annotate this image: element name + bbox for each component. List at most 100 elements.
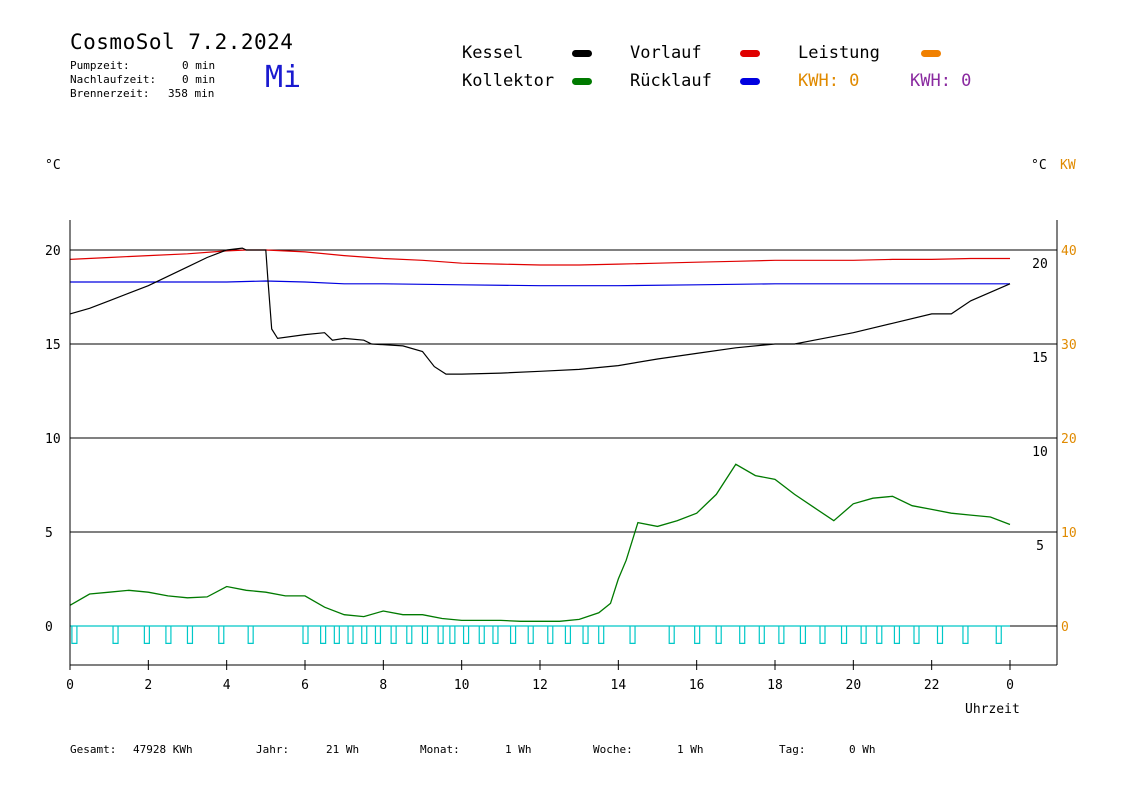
- brenner-pulse-12: [374, 626, 382, 644]
- total-tag-value: 0 Wh: [849, 743, 876, 756]
- total-gesamt-label: Gesamt:: [70, 743, 117, 756]
- brenner-pulse-16: [437, 626, 444, 644]
- brenner-pulse-27: [629, 626, 636, 644]
- legend-ruecklauf-label: Rücklauf: [630, 71, 712, 91]
- series-kessel: [69, 247, 1011, 375]
- right-inner-tick-label-15: 15: [1032, 351, 1048, 366]
- brenner-pulse-15: [421, 626, 429, 644]
- right-inner-tick-label-20: 20: [1032, 257, 1048, 272]
- brenner-pulse-31: [739, 626, 746, 644]
- x-tick-label-9: 18: [767, 678, 783, 693]
- brenner-pulse-28: [668, 626, 675, 644]
- brenner-pulse-6: [247, 626, 254, 644]
- stat-label-pumpzeit: Pumpzeit:: [70, 59, 130, 72]
- legend-leistung-label: Leistung: [798, 43, 880, 63]
- x-tick-label-0: 0: [66, 678, 74, 693]
- legend-kwh-orange: KWH: 0: [798, 71, 860, 91]
- brenner-pulse-26: [598, 626, 605, 644]
- brenner-pulse-7: [302, 626, 309, 644]
- legend-kessel-label: Kessel: [462, 43, 524, 63]
- brenner-pulse-0: [71, 626, 78, 644]
- x-tick-label-6: 12: [532, 678, 548, 693]
- stat-value-brennerzeit: 358 min: [168, 87, 215, 100]
- left-tick-label-20: 20: [45, 244, 61, 259]
- legend-ruecklauf-swatch: [740, 78, 760, 85]
- axis-layer: 0 2 4 6 8 10 12 14 16 18 20 22 0 0 5 10 15 20 5 10 15 20 0 10 20…: [45, 220, 1077, 693]
- brenner-pulse-5: [218, 626, 225, 644]
- x-tick-label-4: 8: [379, 678, 387, 693]
- right-axis-unit-kw: KW: [1060, 158, 1076, 173]
- legend-kwh-purple: KWH: 0: [910, 71, 972, 91]
- brenner-pulse-36: [840, 626, 848, 644]
- brenner-pulse-20: [492, 626, 499, 644]
- right-inner-tick-label-5: 5: [1036, 539, 1044, 554]
- brenner-pulse-33: [778, 626, 785, 644]
- brenner-pulse-40: [913, 626, 920, 644]
- x-tick-label-5: 10: [454, 678, 470, 693]
- brenner-pulse-32: [758, 626, 765, 644]
- brenner-pulse-29: [694, 626, 701, 644]
- right-kw-tick-label-0: 0: [1061, 620, 1069, 635]
- left-tick-label-0: 0: [45, 620, 53, 635]
- x-tick-label-3: 6: [301, 678, 309, 693]
- left-tick-label-15: 15: [45, 338, 61, 353]
- brenner-pulse-8: [320, 626, 327, 644]
- legend-leistung-swatch: [921, 50, 941, 57]
- brenner-pulse-35: [819, 626, 826, 644]
- brenner-pulse-25: [582, 626, 589, 644]
- brenner-pulse-42: [962, 626, 969, 644]
- brenner-pulse-2: [143, 626, 150, 644]
- brenner-pulse-38: [876, 626, 883, 644]
- total-monat-value: 1 Wh: [505, 743, 532, 756]
- brenner-pulse-43: [995, 626, 1002, 644]
- brenner-pulse-23: [547, 626, 554, 644]
- brenner-pulse-18: [462, 626, 470, 644]
- brenner-pulse-1: [112, 626, 119, 644]
- brenner-pulse-39: [893, 626, 901, 644]
- brenner-pulse-4: [186, 626, 194, 644]
- right-kw-tick-label-40: 40: [1061, 244, 1077, 259]
- legend-kollektor-swatch: [572, 78, 592, 85]
- weekday-label: Mi: [265, 60, 302, 95]
- chart-title: CosmoSol 7.2.2024: [70, 30, 294, 54]
- legend-kessel-swatch: [572, 50, 592, 57]
- left-tick-label-5: 5: [45, 526, 53, 541]
- series-ruecklauf: [70, 280, 1010, 287]
- brenner-pulse-21: [509, 626, 517, 644]
- brenner-pulse-30: [715, 626, 722, 644]
- total-woche-value: 1 Wh: [677, 743, 704, 756]
- series-kollektor: [69, 463, 1011, 622]
- total-gesamt-value: 47928 KWh: [133, 743, 193, 756]
- brenner-pulse-3: [165, 626, 172, 644]
- brenner-pulse-41: [936, 626, 944, 644]
- legend-vorlauf-swatch: [740, 50, 760, 57]
- x-tick-label-7: 14: [611, 678, 627, 693]
- total-jahr-value: 21 Wh: [326, 743, 360, 756]
- legend-kollektor-label: Kollektor: [462, 71, 555, 91]
- legend-vorlauf-label: Vorlauf: [630, 43, 702, 63]
- right-kw-tick-label-10: 10: [1061, 526, 1077, 541]
- x-tick-label-11: 22: [924, 678, 940, 693]
- brenner-pulse-14: [406, 626, 413, 644]
- left-tick-label-10: 10: [45, 432, 61, 447]
- brenner-pulse-11: [361, 626, 368, 644]
- series-brenner: [70, 625, 1010, 644]
- brenner-pulse-17: [449, 626, 456, 644]
- x-axis-label: Uhrzeit: [965, 702, 1020, 717]
- stat-value-pumpzeit: 0 min: [182, 59, 216, 72]
- left-axis-unit: °C: [45, 158, 61, 173]
- total-tag-label: Tag:: [779, 743, 806, 756]
- right-axis-unit-celsius: °C: [1031, 158, 1047, 173]
- brenner-pulse-9: [333, 626, 340, 644]
- right-kw-tick-label-30: 30: [1061, 338, 1077, 353]
- right-inner-tick-label-10: 10: [1032, 445, 1048, 460]
- x-tick-label-1: 2: [144, 678, 152, 693]
- brenner-pulse-34: [799, 626, 807, 644]
- x-tick-label-8: 16: [689, 678, 705, 693]
- total-jahr-label: Jahr:: [256, 743, 290, 756]
- brenner-pulse-10: [347, 626, 354, 644]
- x-tick-label-10: 20: [846, 678, 862, 693]
- brenner-pulse-22: [527, 626, 534, 644]
- series-layer: [69, 247, 1011, 644]
